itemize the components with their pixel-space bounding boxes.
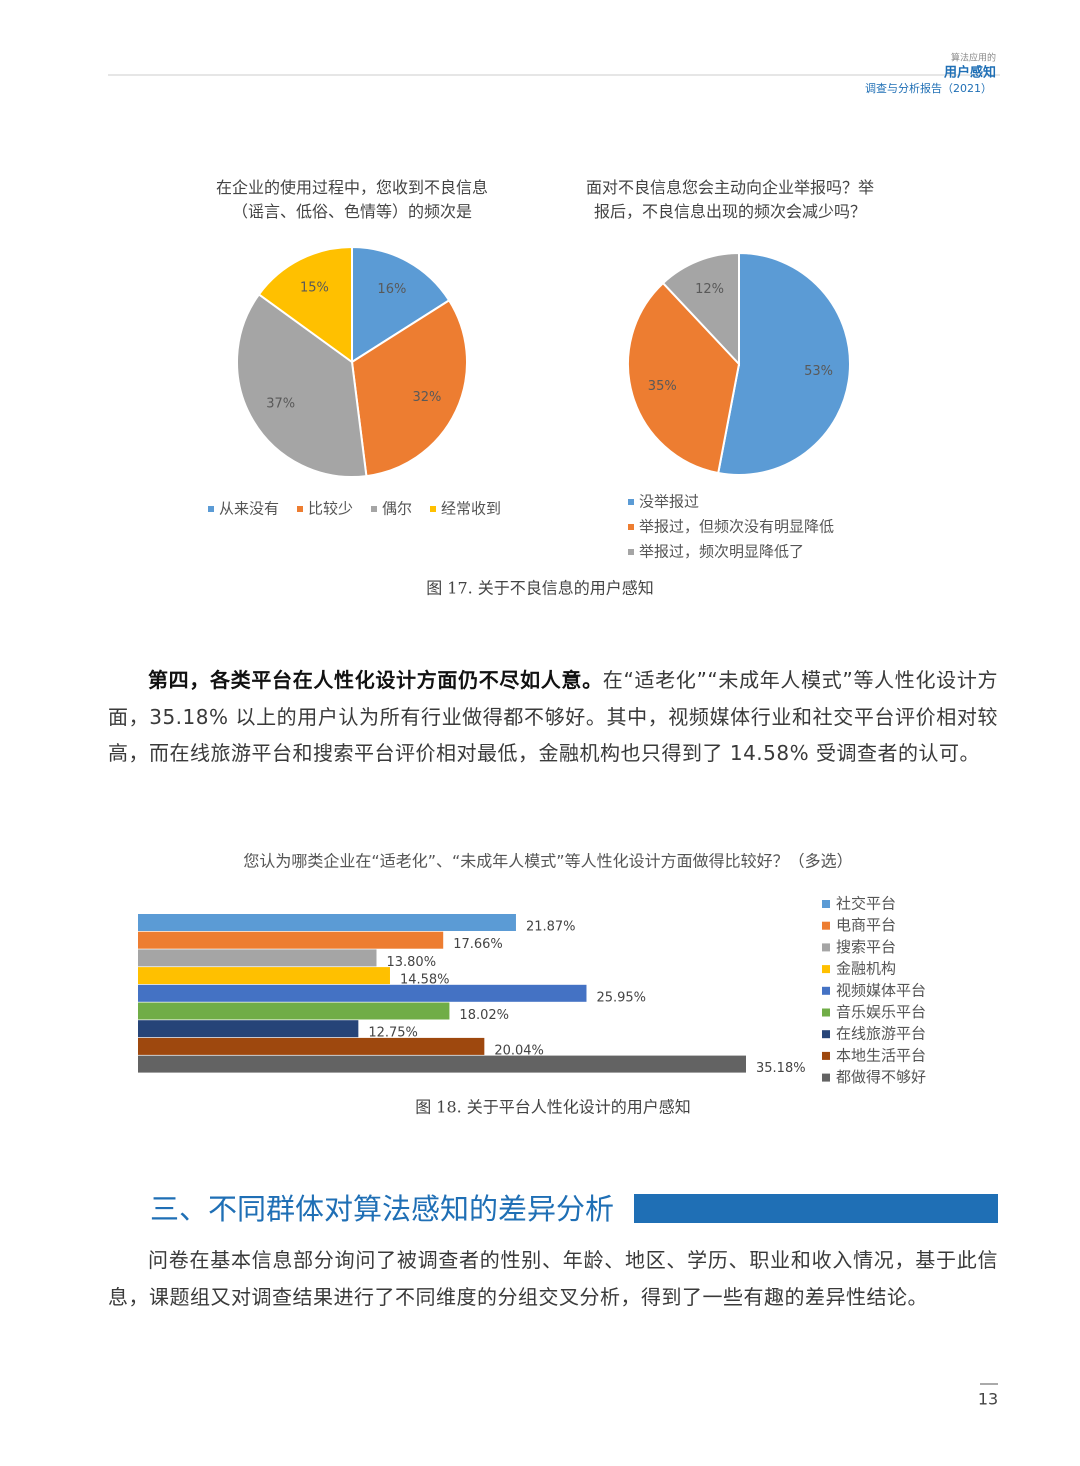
pie-slice: [717, 251, 851, 476]
bar: [138, 984, 587, 1002]
pie-slice: [236, 293, 368, 478]
caption: 图 18. 关于平台人性化设计的用户感知: [415, 1098, 691, 1117]
legend-label: 没举报过: [639, 493, 699, 511]
legend-swatch: [822, 1030, 830, 1039]
legend-label: 经常收到: [441, 500, 501, 518]
legend-swatch: [822, 965, 830, 974]
legend-swatch: [822, 1051, 830, 1060]
legend-label: 举报过，但频次没有明显降低: [639, 518, 834, 536]
pie-slice: [627, 281, 741, 475]
legend-swatch: [628, 549, 634, 555]
bar: [138, 1002, 450, 1020]
paragraph: 第四，各类平台在人性化设计方面仍不尽如人意。在“适老化”“未成年人模式”等人性化…: [108, 662, 998, 772]
legend-label: 视频媒体平台: [836, 981, 926, 999]
page-number: 13: [978, 1390, 998, 1409]
bar: [138, 931, 444, 949]
data-label: 15%: [300, 281, 329, 296]
legend-swatch: [628, 524, 634, 530]
bar: [138, 949, 377, 967]
data-label: 35%: [648, 379, 677, 394]
caption: 图 17. 关于不良信息的用户感知: [426, 579, 654, 598]
legend-label: 都做得不够好: [836, 1068, 926, 1086]
legend-label: 从来没有: [219, 500, 279, 518]
bar: [138, 1020, 359, 1038]
legend-swatch: [822, 986, 830, 995]
legend-label: 比较少: [308, 500, 353, 518]
legend-label: 举报过，频次明显降低了: [639, 543, 804, 561]
data-label: 13.80%: [386, 955, 436, 970]
legend-swatch: [297, 506, 303, 512]
bar: [138, 914, 516, 931]
pie-slice: [257, 245, 353, 364]
data-label: 37%: [266, 397, 295, 412]
data-label: 25.95%: [596, 990, 646, 1005]
data-label: 16%: [377, 282, 406, 297]
legend-swatch: [628, 499, 634, 505]
section-title: 三、不同群体对算法感知的差异分析: [150, 1192, 614, 1226]
bold-lead: 第四，各类平台在人性化设计方面仍不尽如人意。: [148, 668, 603, 692]
pie-slice: [350, 298, 468, 478]
header-small: 算法应用的: [951, 52, 996, 64]
chart-title: 您认为哪类企业在“适老化”、“未成年人模式”等人性化设计方面做得比较好？（多选）: [243, 852, 852, 871]
legend-label: 在线旅游平台: [836, 1025, 926, 1043]
data-label: 18.02%: [459, 1008, 509, 1023]
legend-swatch: [822, 943, 830, 952]
data-label: 20.04%: [494, 1043, 544, 1058]
data-label: 12%: [695, 282, 724, 297]
legend-swatch: [822, 900, 830, 908]
legend-label: 本地生活平台: [836, 1046, 926, 1064]
header-title: 用户感知: [943, 65, 996, 81]
legend-swatch: [822, 921, 830, 930]
data-label: 32%: [412, 390, 441, 405]
paragraph-text: 问卷在基本信息部分询问了被调查者的性别、年龄、地区、学历、职业和收入情况，基于此…: [108, 1248, 998, 1309]
chart-title: 在企业的使用过程中，您收到不良信息（谣言、低俗、色情等）的频次是: [216, 178, 488, 221]
pie-slice: [351, 245, 451, 364]
chart-title: 面对不良信息您会主动向企业举报吗？举报后，不良信息出现的频次会减少吗？: [586, 178, 874, 221]
legend-swatch: [208, 506, 214, 512]
data-label: 12.75%: [368, 1026, 418, 1041]
bar: [138, 1055, 746, 1073]
data-label: 53%: [804, 364, 833, 379]
header-subtitle: 调查与分析报告（2021）: [865, 81, 992, 95]
paragraph: 问卷在基本信息部分询问了被调查者的性别、年龄、地区、学历、职业和收入情况，基于此…: [108, 1242, 998, 1315]
bar: [138, 967, 390, 985]
section-bar: [634, 1194, 998, 1223]
legend-label: 社交平台: [836, 895, 896, 913]
data-label: 17.66%: [453, 937, 503, 952]
legend-swatch: [822, 1073, 830, 1082]
data-label: 21.87%: [526, 920, 576, 935]
legend-swatch: [430, 506, 436, 512]
legend-label: 音乐娱乐平台: [836, 1003, 926, 1021]
legend-swatch: [371, 506, 377, 512]
legend-label: 偶尔: [382, 500, 412, 518]
data-label: 14.58%: [400, 973, 450, 988]
data-label: 35.18%: [756, 1061, 806, 1076]
legend-label: 金融机构: [836, 960, 896, 978]
legend-label: 电商平台: [836, 916, 896, 934]
legend-swatch: [822, 1008, 830, 1017]
paragraph-text: 在“适老化”“未成年人模式”等人性化设计方面，35.18% 以上的用户认为所有行…: [108, 668, 998, 765]
bar: [138, 1037, 485, 1055]
pie-slice: [661, 251, 740, 367]
legend-label: 搜索平台: [836, 938, 896, 956]
